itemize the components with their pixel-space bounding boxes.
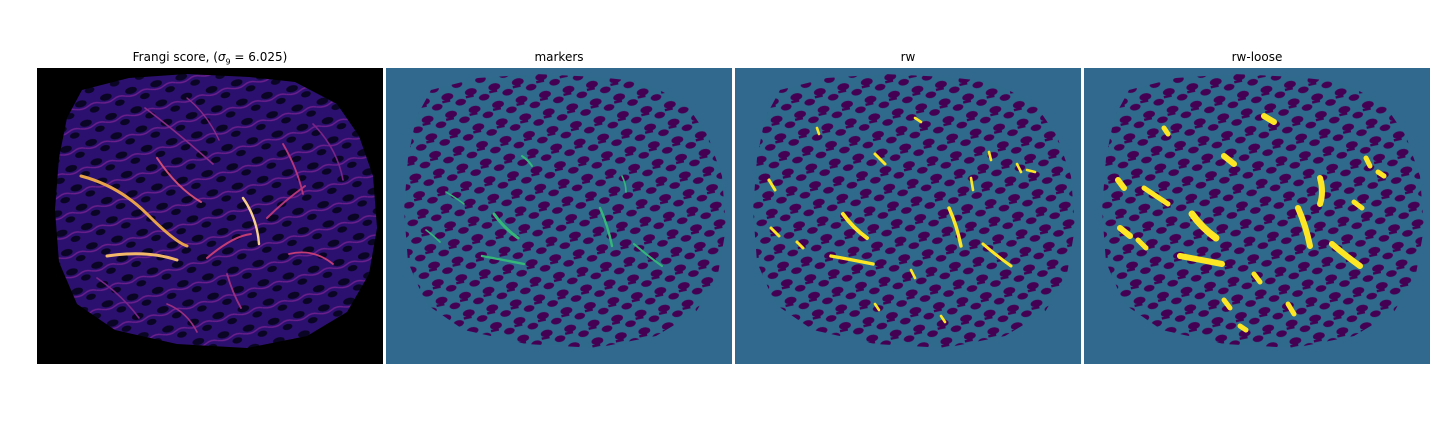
frangi-title-sub: 9 — [225, 57, 231, 67]
rw-image — [735, 68, 1081, 364]
frangi-panel-title: Frangi score, (σ9 = 6.025) — [37, 50, 383, 66]
frangi-title-prefix: Frangi score, ( — [132, 50, 218, 64]
frangi-score-image — [37, 68, 383, 364]
frangi-title-sigma: σ — [217, 50, 226, 64]
rw-loose-image — [1084, 68, 1430, 364]
markers-image — [386, 68, 732, 364]
tissue-region — [1102, 74, 1424, 348]
tissue-region — [753, 74, 1075, 348]
tissue-region — [55, 74, 377, 348]
rw-loose-panel-title: rw-loose — [1231, 50, 1283, 64]
rw-panel-title: rw — [900, 50, 916, 64]
markers-panel-title: markers — [534, 50, 584, 64]
frangi-title-suffix: = 6.025) — [230, 50, 288, 64]
tissue-region — [404, 74, 726, 348]
